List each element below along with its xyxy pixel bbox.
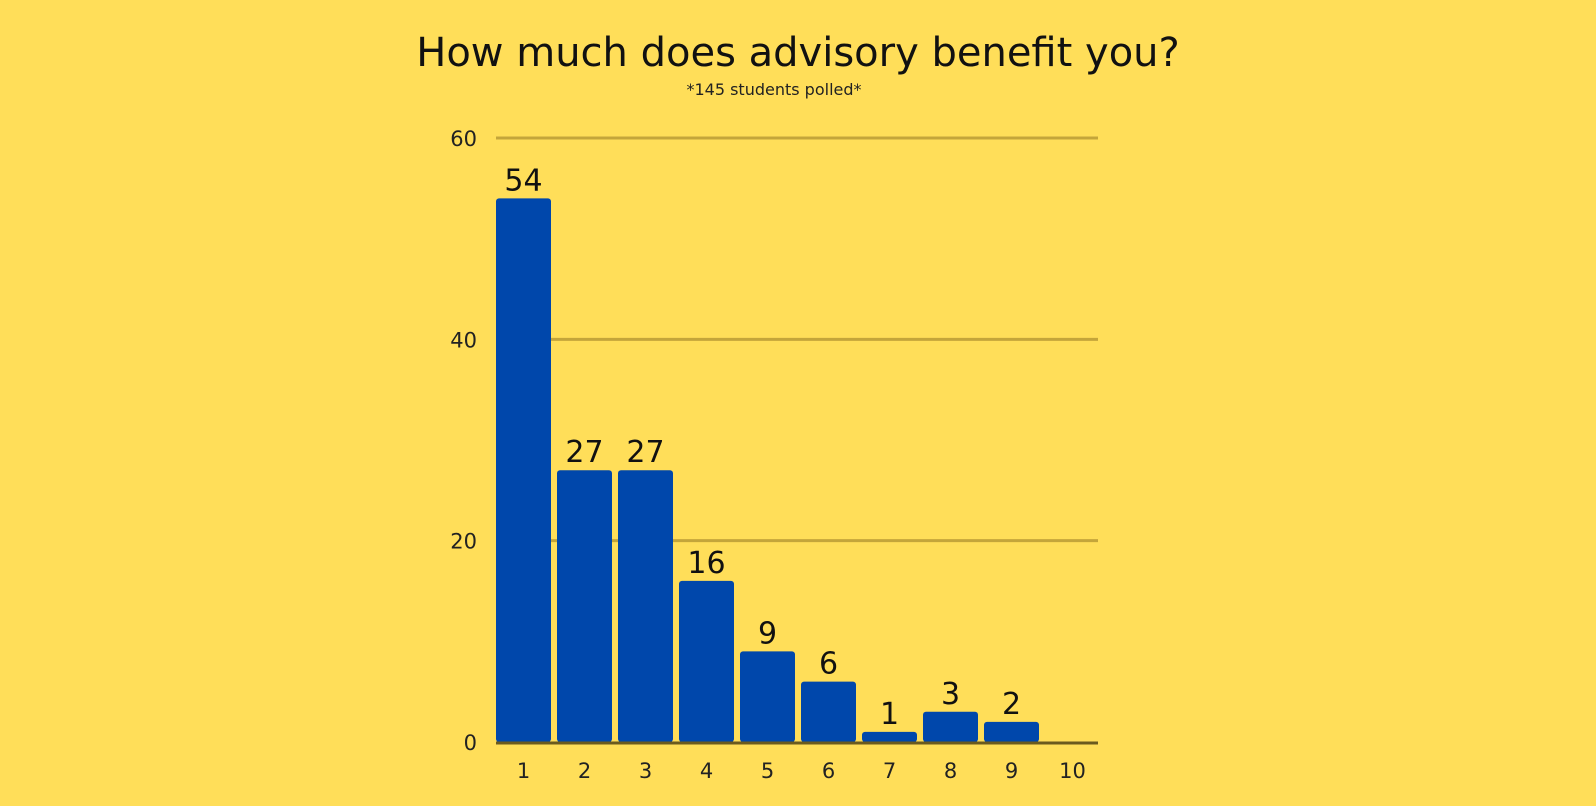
bar (557, 470, 612, 742)
data-label: 16 (687, 546, 725, 581)
data-label: 3 (941, 677, 960, 712)
bar (801, 681, 856, 742)
data-label: 27 (626, 435, 664, 470)
bar (923, 711, 978, 742)
data-label: 9 (758, 616, 777, 651)
data-label: 6 (819, 647, 838, 682)
x-tick-label: 6 (822, 759, 835, 783)
x-tick-label: 1 (517, 759, 530, 783)
x-tick-label: 7 (883, 759, 896, 783)
chart-subtitle: *145 students polled* (686, 80, 862, 99)
bar (679, 580, 734, 742)
x-tick-label: 2 (578, 759, 591, 783)
bar (984, 721, 1039, 742)
data-label: 1 (880, 697, 899, 732)
x-tick-label: 9 (1005, 759, 1018, 783)
y-tick-label: 0 (464, 731, 477, 755)
x-tick-label: 3 (639, 759, 652, 783)
x-tick-label: 4 (700, 759, 713, 783)
y-tick-label: 60 (450, 127, 477, 151)
y-tick-label: 40 (450, 328, 477, 352)
bar (618, 470, 673, 742)
bar (496, 198, 551, 742)
bar (862, 731, 917, 742)
y-tick-label: 20 (450, 530, 477, 554)
x-tick-label: 10 (1059, 759, 1086, 783)
data-label: 54 (504, 163, 542, 198)
chart-title: How much does advisory benefit you? (416, 30, 1180, 76)
data-label: 2 (1002, 687, 1021, 722)
data-label: 27 (565, 435, 603, 470)
bar (740, 651, 795, 742)
x-tick-label: 5 (761, 759, 774, 783)
x-tick-label: 8 (944, 759, 957, 783)
